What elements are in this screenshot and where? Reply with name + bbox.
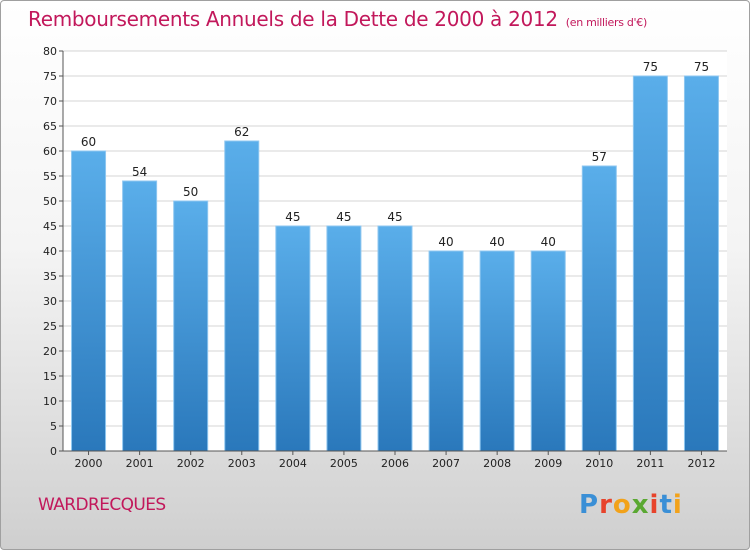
y-tick-label: 25 bbox=[43, 320, 57, 333]
bar-2005 bbox=[326, 225, 362, 452]
bar-2000 bbox=[71, 150, 107, 452]
x-tick-label-2007: 2007 bbox=[432, 457, 460, 470]
y-tick-label: 20 bbox=[43, 345, 57, 358]
x-tick-label-2001: 2001 bbox=[126, 457, 154, 470]
x-tick-label-2000: 2000 bbox=[75, 457, 103, 470]
y-tick-label: 50 bbox=[43, 195, 57, 208]
value-label-2011: 75 bbox=[643, 60, 658, 74]
y-tick-label: 40 bbox=[43, 245, 57, 258]
bar-2003 bbox=[224, 140, 260, 452]
logo-letter: i bbox=[672, 490, 683, 520]
bar-2006 bbox=[377, 225, 413, 452]
y-tick-label: 15 bbox=[43, 370, 57, 383]
x-tick-label-2006: 2006 bbox=[381, 457, 409, 470]
x-tick-label-2012: 2012 bbox=[687, 457, 715, 470]
bar-2012 bbox=[683, 75, 719, 452]
logo-letter: t bbox=[659, 490, 673, 520]
bar-2001 bbox=[122, 180, 158, 452]
y-tick-label: 55 bbox=[43, 170, 57, 183]
logo-letter: P bbox=[579, 490, 600, 520]
y-tick-label: 5 bbox=[50, 420, 57, 433]
y-tick-label: 70 bbox=[43, 95, 57, 108]
y-tick-label: 0 bbox=[50, 445, 57, 458]
y-tick-label: 45 bbox=[43, 220, 57, 233]
x-tick-label-2004: 2004 bbox=[279, 457, 307, 470]
y-tick-label: 65 bbox=[43, 120, 57, 133]
proxiti-logo: Proxiti bbox=[579, 490, 683, 520]
chart-title-text: Remboursements Annuels de la Dette de 20… bbox=[28, 7, 558, 31]
y-tick-label: 10 bbox=[43, 395, 57, 408]
y-axis: 0 5 10 15 20 25 30 35 40 45 50 55 60 65 70 75 80 bbox=[43, 45, 64, 458]
logo-letter: o bbox=[612, 490, 632, 520]
y-tick-label: 30 bbox=[43, 295, 57, 308]
logo-letter: x bbox=[631, 490, 650, 520]
x-tick-label-2011: 2011 bbox=[636, 457, 664, 470]
value-label-2010: 57 bbox=[592, 150, 607, 164]
bar-2007 bbox=[428, 250, 464, 452]
value-label-2009: 40 bbox=[541, 235, 556, 249]
bar-2008 bbox=[479, 250, 515, 452]
value-label-2007: 40 bbox=[438, 235, 453, 249]
logo-letter: i bbox=[649, 490, 660, 520]
y-tick-label: 60 bbox=[43, 145, 57, 158]
value-label-2000: 60 bbox=[81, 135, 96, 149]
logo-letter: r bbox=[599, 490, 613, 520]
y-tick-label: 35 bbox=[43, 270, 57, 283]
y-tick-label: 80 bbox=[43, 45, 57, 58]
x-tick-label-2005: 2005 bbox=[330, 457, 358, 470]
value-label-2008: 40 bbox=[490, 235, 505, 249]
bars: 60 54 50 62 45 45 45 40 40 40 57 75 75 bbox=[71, 60, 719, 452]
value-label-2012: 75 bbox=[694, 60, 709, 74]
chart-title: Remboursements Annuels de la Dette de 20… bbox=[28, 7, 647, 31]
value-label-2001: 54 bbox=[132, 165, 147, 179]
bar-2009 bbox=[530, 250, 566, 452]
bar-2011 bbox=[632, 75, 668, 452]
x-tick-label-2003: 2003 bbox=[228, 457, 256, 470]
chart-unit-label: (en milliers d'€) bbox=[565, 16, 647, 29]
bar-2004 bbox=[275, 225, 311, 452]
bar-2010 bbox=[581, 165, 617, 452]
x-axis: 2000 2001 2002 2003 2004 2005 2006 2007 2008 2009… bbox=[63, 450, 727, 470]
value-label-2004: 45 bbox=[285, 210, 300, 224]
value-label-2006: 45 bbox=[387, 210, 402, 224]
x-tick-label-2009: 2009 bbox=[534, 457, 562, 470]
value-label-2003: 62 bbox=[234, 125, 249, 139]
bar-2002 bbox=[173, 200, 209, 452]
value-label-2002: 50 bbox=[183, 185, 198, 199]
x-tick-label-2010: 2010 bbox=[585, 457, 613, 470]
x-tick-label-2002: 2002 bbox=[177, 457, 205, 470]
x-tick-label-2008: 2008 bbox=[483, 457, 511, 470]
value-label-2005: 45 bbox=[336, 210, 351, 224]
y-tick-label: 75 bbox=[43, 70, 57, 83]
municipality-name: WARDRECQUES bbox=[38, 495, 166, 515]
